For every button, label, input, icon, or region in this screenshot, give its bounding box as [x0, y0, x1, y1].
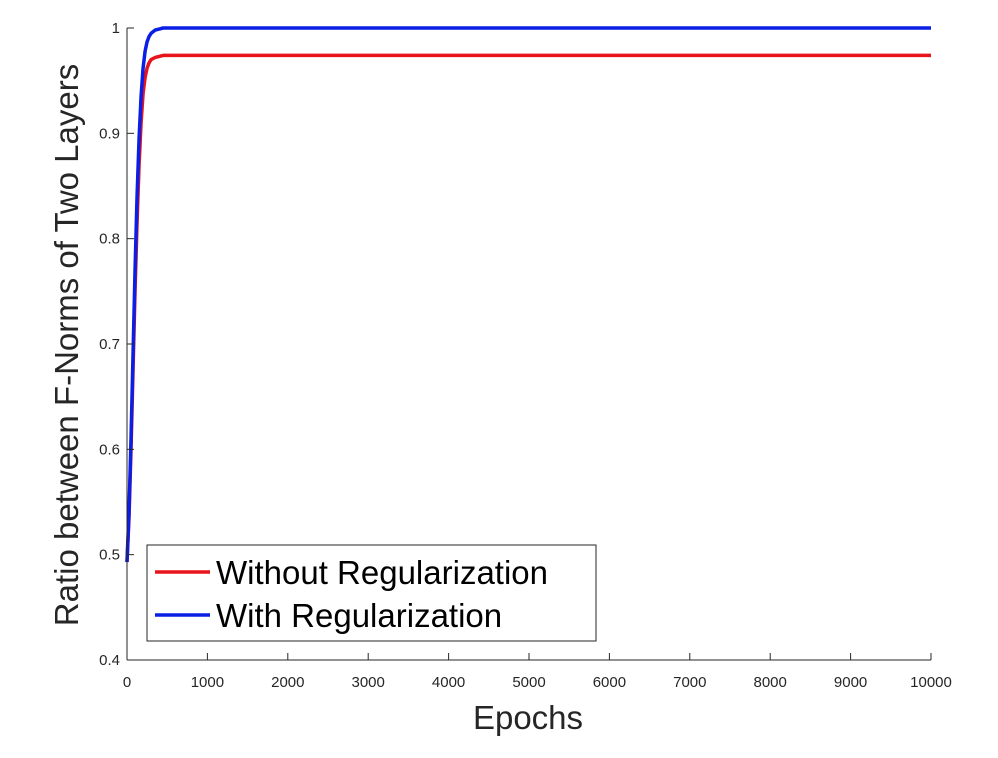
x-tick-label: 7000 [673, 674, 706, 691]
series-line-1 [125, 26, 931, 563]
x-tick-label: 4000 [432, 674, 465, 691]
y-tick-label: 1 [112, 20, 120, 37]
x-tick-label: 6000 [593, 674, 626, 691]
x-tick-label: 9000 [834, 674, 867, 691]
y-tick-label: 0.9 [99, 125, 120, 142]
x-tick-label: 0 [123, 674, 131, 691]
y-tick-label: 0.7 [99, 336, 120, 353]
x-axis-label: Epochs [473, 699, 583, 736]
y-tick-label: 0.4 [99, 652, 120, 669]
x-axis-ticks: 0 1000 2000 3000 4000 5000 6000 7000 8000 9000 100… [123, 653, 952, 691]
x-tick-label: 3000 [352, 674, 385, 691]
x-tick-label: 10000 [910, 674, 952, 691]
legend: Without Regularization With Regularizati… [146, 544, 597, 642]
x-tick-label: 1000 [191, 674, 224, 691]
legend-label-with-regularization: With Regularization [216, 597, 502, 634]
legend-label-without-regularization: Without Regularization [216, 554, 548, 591]
x-tick-label: 2000 [271, 674, 304, 691]
y-axis-label: Ratio between F-Norms of Two Layers [48, 64, 85, 626]
x-tick-label: 8000 [754, 674, 787, 691]
y-axis-ticks: 0.4 0.5 0.6 0.7 0.8 0.9 1 [99, 20, 134, 669]
legend-box [146, 544, 597, 642]
y-tick-label: 0.5 [99, 547, 120, 564]
x-tick-label: 5000 [512, 674, 545, 691]
y-tick-label: 0.8 [99, 231, 120, 248]
y-tick-label: 0.6 [99, 441, 120, 458]
